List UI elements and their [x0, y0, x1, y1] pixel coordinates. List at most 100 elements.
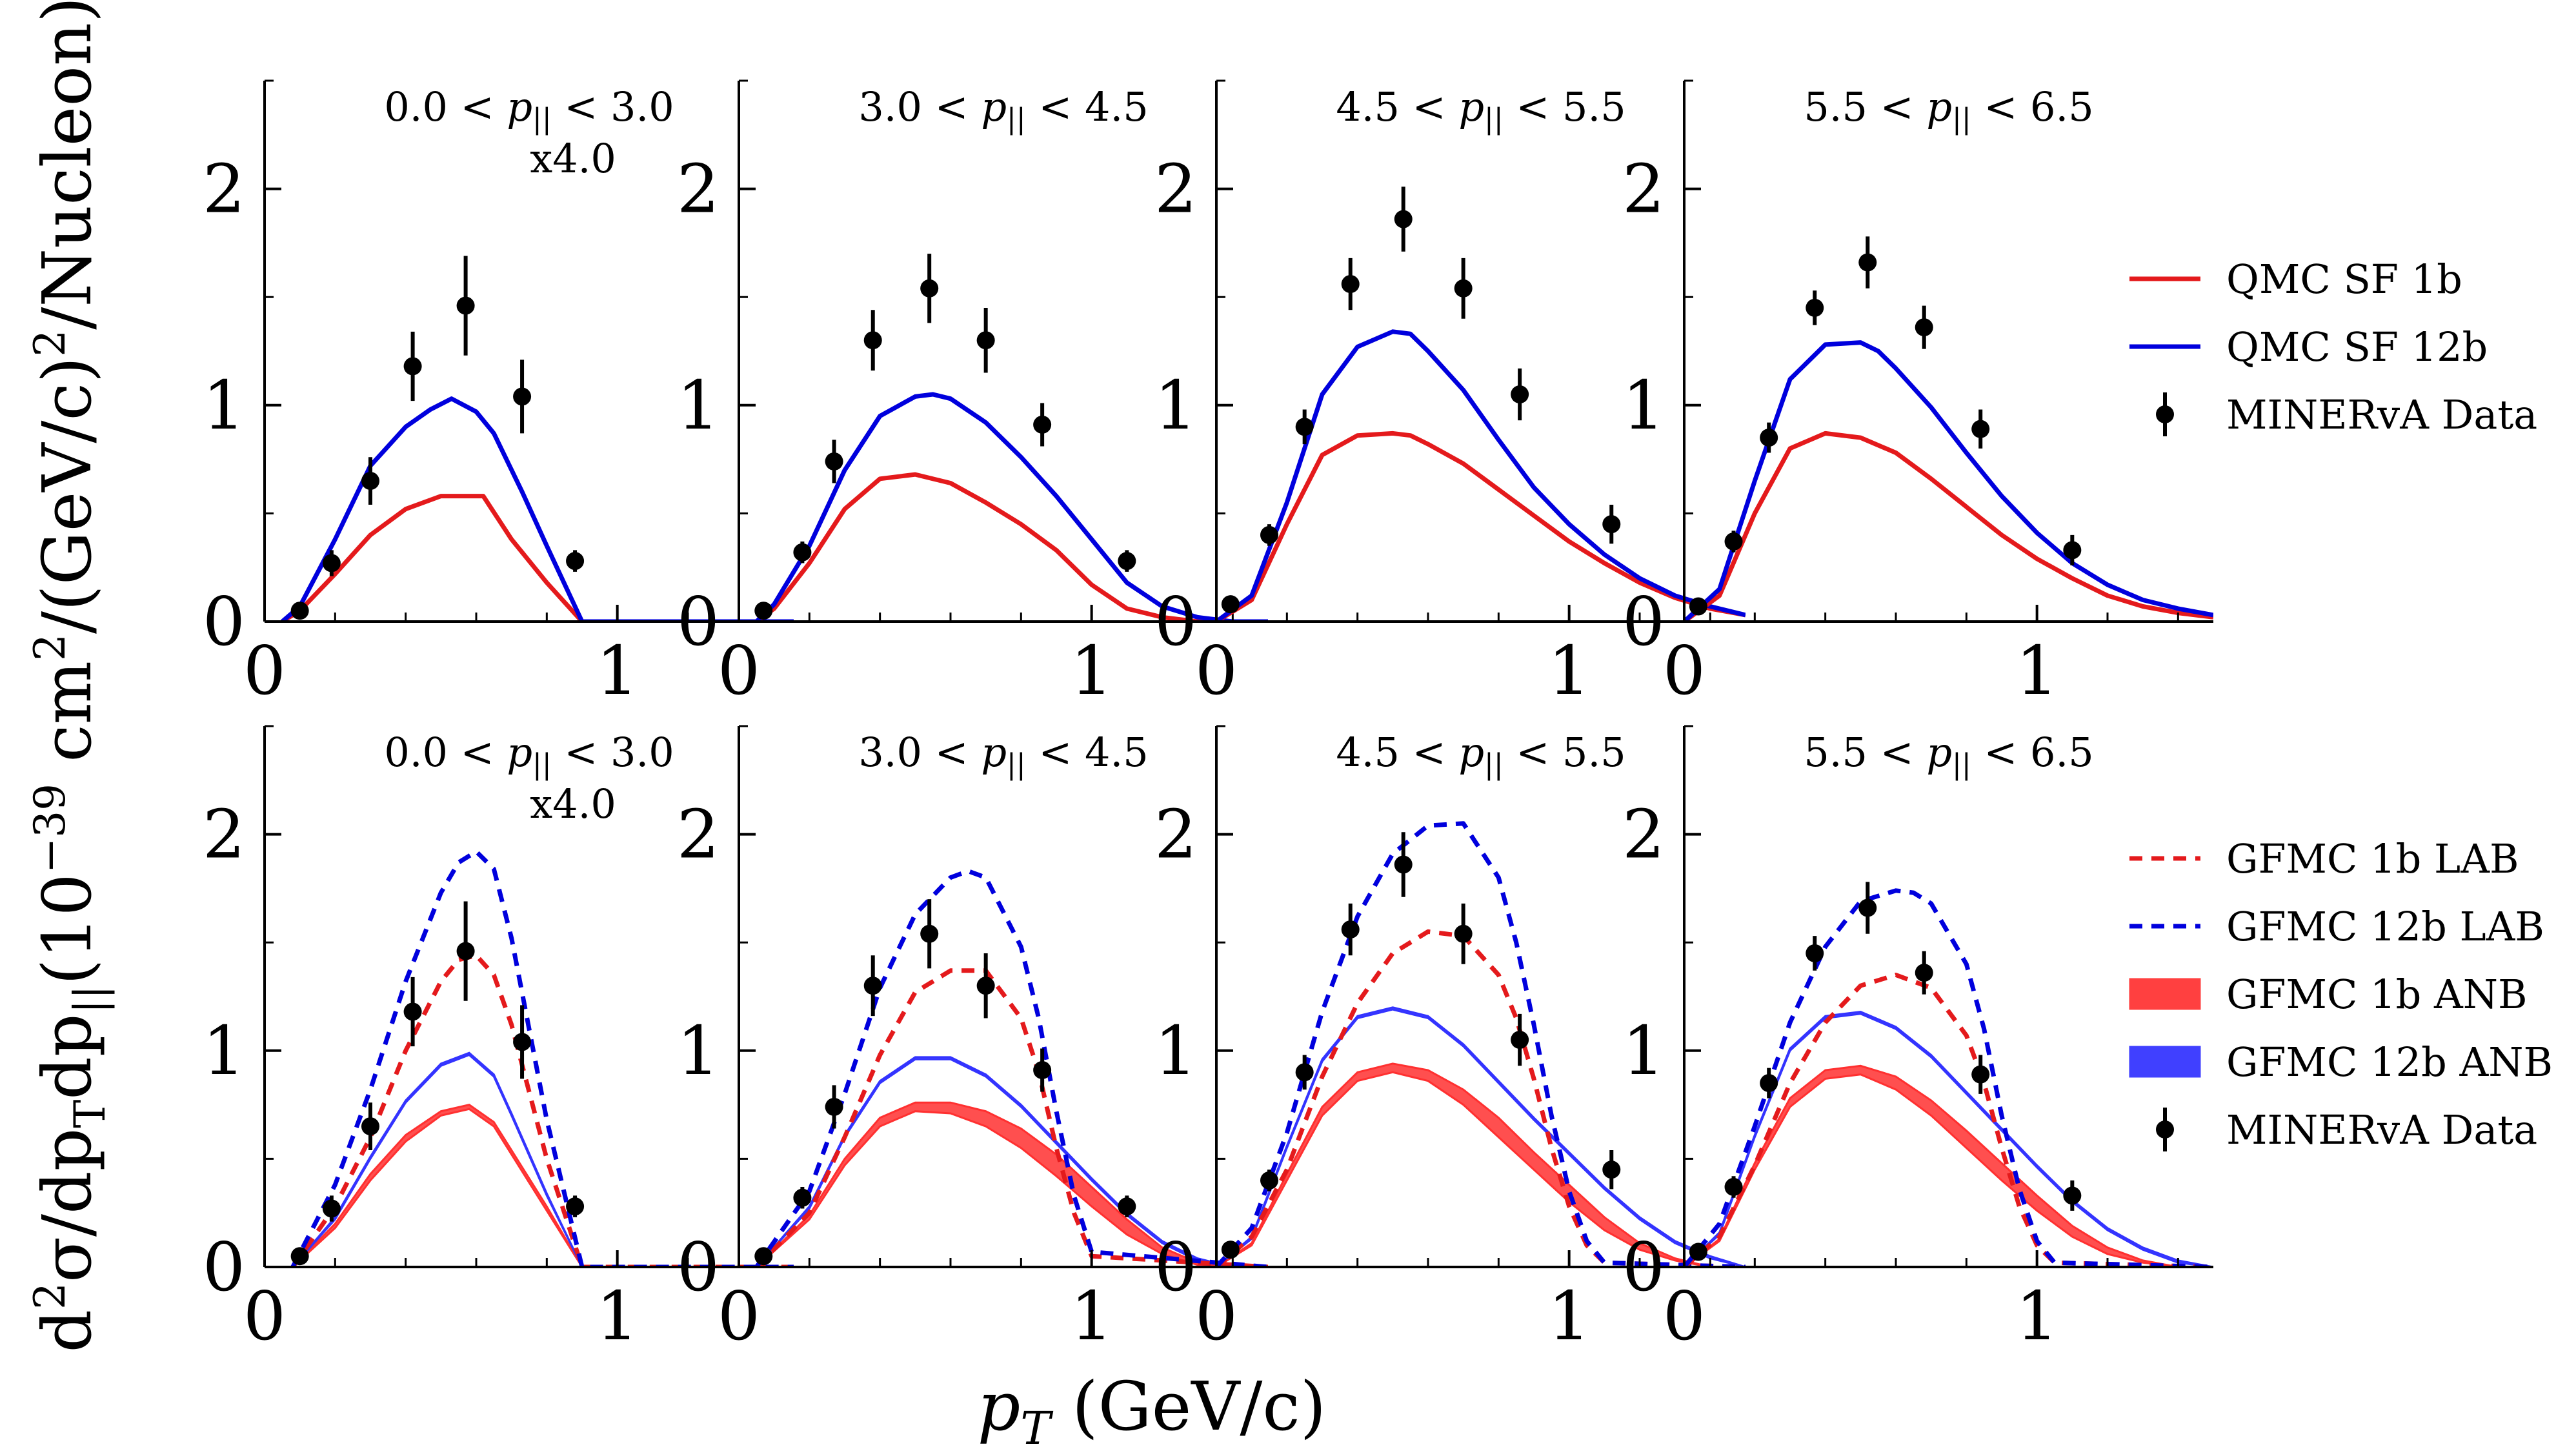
data-point	[754, 1247, 773, 1266]
x-tick-label: 0	[243, 1277, 286, 1355]
legend-swatch-marker	[2156, 405, 2174, 423]
data-point	[2063, 1186, 2082, 1205]
y-tick-label: 0	[677, 1228, 719, 1306]
legend-item: GFMC 1b ANB	[2129, 971, 2528, 1018]
data-point	[456, 942, 475, 960]
title-sub: ||	[1484, 103, 1504, 136]
panel-r1-c3: 0 1 2 0 1 5.5 < p|| < 6.5	[1622, 725, 2213, 1355]
xlabel-p: p	[978, 1367, 1021, 1446]
plot-area	[1216, 821, 1746, 1267]
legend-item: MINERvA Data	[2156, 391, 2537, 438]
panel-title: 4.5 < p|| < 5.5	[1336, 83, 1625, 136]
ylabel-d: d	[28, 1310, 106, 1353]
data-point	[1971, 1065, 1990, 1084]
data-point	[1295, 1063, 1314, 1082]
title-sub: ||	[1007, 748, 1026, 781]
line-gfmc-12b-lab	[1684, 888, 2213, 1267]
line-gfmc-1b-lab	[1216, 929, 1746, 1267]
data-point	[1260, 1171, 1278, 1190]
y-tick-label: 2	[677, 795, 719, 874]
data-point	[1602, 1160, 1621, 1179]
panel-r0-c3: 0 1 2 0 1 5.5 < p|| < 6.5	[1622, 79, 2213, 710]
title-hi: < 6.5	[1971, 83, 2094, 130]
xlabel-sub: T	[1020, 1402, 1053, 1449]
data-point	[322, 1199, 341, 1218]
plot-area	[1684, 236, 2213, 622]
data-point	[1806, 944, 1824, 962]
y-tick-label: 2	[1622, 795, 1665, 874]
title-hi: < 6.5	[1971, 729, 2094, 776]
title-hi: < 4.5	[1026, 83, 1149, 130]
data-point	[1118, 552, 1136, 571]
title-hi: < 5.5	[1504, 729, 1626, 776]
title-p: p	[507, 729, 532, 776]
line-gfmc-1b-lab	[1684, 973, 2213, 1267]
y-tick-label: 1	[203, 366, 245, 445]
y-tick-label: 1	[677, 366, 719, 445]
legend-label: QMC SF 1b	[2226, 256, 2462, 303]
legend-item: GFMC 12b LAB	[2129, 903, 2544, 950]
data-point	[825, 1097, 843, 1116]
title-sub: ||	[1484, 748, 1504, 781]
title-lo: 5.5 <	[1804, 729, 1926, 776]
x-tick-label: 1	[1071, 1277, 1113, 1355]
y-tick-label: 0	[677, 582, 719, 661]
ylabel-sub: T	[65, 1100, 115, 1128]
band-gfmc-12b-anb	[756, 1056, 1268, 1267]
data-point	[1341, 920, 1360, 939]
legend-swatch-marker	[2156, 1120, 2174, 1139]
x-tick-label: 0	[718, 1277, 760, 1355]
data-point	[1511, 385, 1529, 404]
data-point	[920, 279, 939, 298]
ylabel-sup: 2	[25, 634, 75, 661]
data-point	[920, 924, 939, 943]
title-sub: ||	[1952, 103, 1971, 136]
y-tick-label: 2	[1154, 150, 1197, 228]
y-axis-label: d2σ/dpTdp||(10−39 cm2/(GeV/c)2/Nucleon)	[25, 0, 115, 1353]
band-gfmc-1b-anb	[1216, 1062, 1746, 1267]
x-tick-label: 0	[1663, 631, 1706, 710]
data-point	[1118, 1197, 1136, 1216]
x-tick-label: 1	[1548, 631, 1591, 710]
data-point	[456, 296, 475, 315]
title-sub: ||	[1952, 748, 1971, 781]
data-point	[2063, 541, 2082, 560]
y-tick-label: 0	[1622, 582, 1665, 661]
data-point	[1760, 429, 1778, 447]
data-point	[793, 543, 812, 562]
y-tick-label: 1	[203, 1011, 245, 1090]
data-point	[1341, 275, 1360, 294]
data-point	[1724, 532, 1743, 551]
line-qmc-sf-12b	[1684, 340, 2213, 622]
ylabel-dp: dp	[28, 1014, 106, 1100]
data-point	[1511, 1031, 1529, 1049]
panel-title: 5.5 < p|| < 6.5	[1804, 729, 2093, 781]
legend-label: MINERvA Data	[2226, 1106, 2537, 1153]
title-lo: 5.5 <	[1804, 83, 1926, 130]
data-point	[1858, 253, 1877, 272]
title-sub: ||	[532, 748, 552, 781]
legend-bottom: GFMC 1b LAB GFMC 12b LAB GFMC 1b ANB GFMC 1…	[2129, 835, 2553, 1153]
band-gfmc-12b-anb	[292, 1051, 794, 1267]
plot-area	[1684, 882, 2213, 1267]
data-point	[1394, 210, 1413, 228]
data-point	[290, 1247, 309, 1266]
data-point	[1915, 964, 1933, 982]
title-hi: < 5.5	[1504, 83, 1626, 130]
x-tick-label: 0	[1195, 1277, 1238, 1355]
line-qmc-sf-12b	[281, 396, 794, 622]
ylabel-sub: ||	[65, 985, 115, 1013]
title-lo: 3.0 <	[858, 729, 981, 776]
band-gfmc-12b-anb	[1216, 1006, 1746, 1267]
xlabel-unit: (GeV/c)	[1051, 1367, 1326, 1446]
data-point	[1689, 1242, 1707, 1261]
ylabel-sup: 2	[25, 330, 75, 357]
legend-label: GFMC 1b ANB	[2226, 971, 2528, 1018]
data-point	[825, 452, 843, 471]
y-tick-label: 1	[1154, 366, 1197, 445]
data-point	[1858, 898, 1877, 917]
